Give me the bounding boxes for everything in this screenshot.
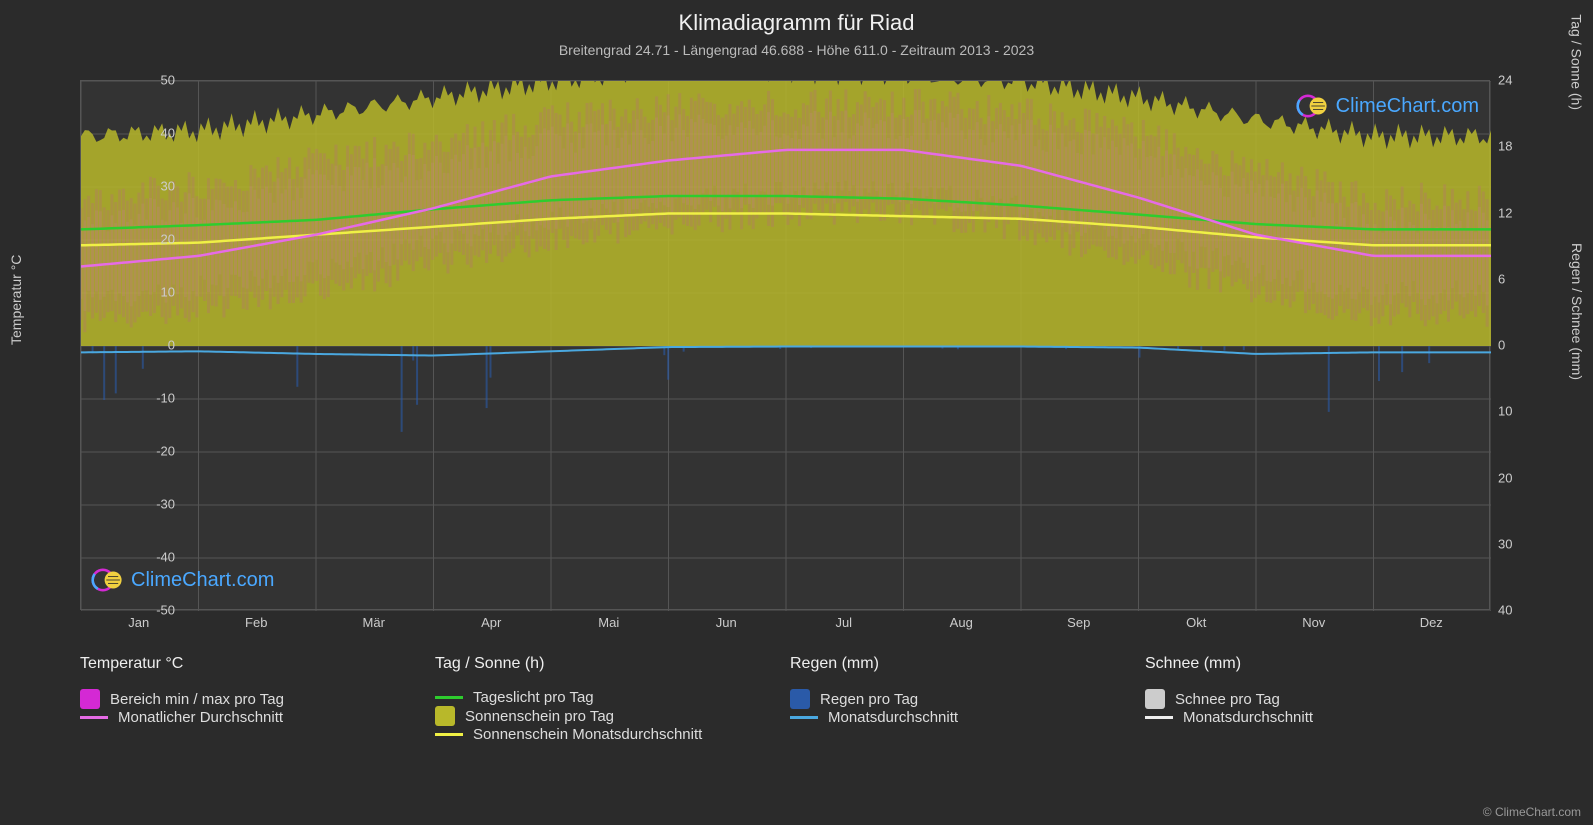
y-tick-right-hours: 6 bbox=[1498, 271, 1538, 286]
x-tick-month: Jun bbox=[716, 615, 737, 630]
legend-line-icon bbox=[790, 716, 818, 719]
legend-item: Sonnenschein Monatsdurchschnitt bbox=[435, 726, 790, 743]
legend-header: Tag / Sonne (h) bbox=[435, 655, 790, 673]
watermark-bottom-left: ClimeChart.com bbox=[91, 563, 274, 597]
y-tick-right-hours: 12 bbox=[1498, 205, 1538, 220]
legend-item: Bereich min / max pro Tag bbox=[80, 689, 435, 709]
chart-title: Klimadiagramm für Riad bbox=[0, 0, 1593, 36]
x-tick-month: Mär bbox=[363, 615, 385, 630]
legend-line-icon bbox=[80, 716, 108, 719]
legend-col-rain: Regen (mm) Regen pro TagMonatsdurchschni… bbox=[790, 655, 1145, 743]
legend-header: Temperatur °C bbox=[80, 655, 435, 673]
legend-col-sun: Tag / Sonne (h) Tageslicht pro Tag Sonnen… bbox=[435, 655, 790, 743]
legend-swatch-icon bbox=[435, 706, 455, 726]
legend-label: Sonnenschein pro Tag bbox=[465, 708, 614, 725]
legend-label: Regen pro Tag bbox=[820, 691, 918, 708]
legend-line-icon bbox=[435, 696, 463, 699]
x-tick-month: Sep bbox=[1067, 615, 1090, 630]
legend-label: Sonnenschein Monatsdurchschnitt bbox=[473, 726, 702, 743]
legend-col-temperature: Temperatur °C Bereich min / max pro TagM… bbox=[80, 655, 435, 743]
legend-label: Monatlicher Durchschnitt bbox=[118, 709, 283, 726]
y-tick-left: 10 bbox=[135, 285, 175, 300]
watermark-top-right: ClimeChart.com bbox=[1296, 89, 1479, 123]
legend-label: Schnee pro Tag bbox=[1175, 691, 1280, 708]
chart-svg bbox=[81, 81, 1491, 611]
legend-line-icon bbox=[435, 733, 463, 736]
x-tick-month: Aug bbox=[950, 615, 973, 630]
legend-item: Monatsdurchschnitt bbox=[1145, 709, 1500, 726]
legend-label: Bereich min / max pro Tag bbox=[110, 691, 284, 708]
legend-label: Monatsdurchschnitt bbox=[1183, 709, 1313, 726]
y-tick-left: 40 bbox=[135, 126, 175, 141]
y-tick-left: -10 bbox=[135, 391, 175, 406]
y-tick-right-hours: 24 bbox=[1498, 73, 1538, 88]
x-tick-month: Apr bbox=[481, 615, 501, 630]
legend-swatch-icon bbox=[1145, 689, 1165, 709]
y-axis-right-top-label: Tag / Sonne (h) bbox=[1569, 14, 1585, 110]
x-tick-month: Nov bbox=[1302, 615, 1325, 630]
x-tick-month: Dez bbox=[1420, 615, 1443, 630]
y-tick-right-mm: 10 bbox=[1498, 404, 1538, 419]
y-tick-left: 50 bbox=[135, 73, 175, 88]
legend-label: Tageslicht pro Tag bbox=[473, 689, 594, 706]
legend-label: Monatsdurchschnitt bbox=[828, 709, 958, 726]
x-tick-month: Jan bbox=[128, 615, 149, 630]
y-tick-left: 30 bbox=[135, 179, 175, 194]
legend-item: Monatlicher Durchschnitt bbox=[80, 709, 435, 726]
legend-item: Monatsdurchschnitt bbox=[790, 709, 1145, 726]
climechart-logo-icon bbox=[1296, 89, 1330, 123]
legend-header: Regen (mm) bbox=[790, 655, 1145, 673]
y-tick-left: -30 bbox=[135, 497, 175, 512]
legend-item: Tageslicht pro Tag bbox=[435, 689, 790, 706]
legend-item: Regen pro Tag bbox=[790, 689, 1145, 709]
y-tick-right-hours: 18 bbox=[1498, 139, 1538, 154]
y-tick-right-mm: 20 bbox=[1498, 470, 1538, 485]
x-tick-month: Jul bbox=[835, 615, 852, 630]
legend-header: Schnee (mm) bbox=[1145, 655, 1500, 673]
copyright-text: © ClimeChart.com bbox=[1483, 805, 1581, 819]
climechart-logo-icon bbox=[91, 563, 125, 597]
plot-area: ClimeChart.com ClimeChart.com bbox=[80, 80, 1490, 610]
legend-swatch-icon bbox=[80, 689, 100, 709]
y-tick-right-mm: 30 bbox=[1498, 536, 1538, 551]
legend-item: Schnee pro Tag bbox=[1145, 689, 1500, 709]
y-tick-right-mm: 40 bbox=[1498, 603, 1538, 618]
legend: Temperatur °C Bereich min / max pro TagM… bbox=[80, 655, 1500, 743]
y-tick-left: -40 bbox=[135, 550, 175, 565]
legend-swatch-icon bbox=[790, 689, 810, 709]
x-tick-month: Okt bbox=[1186, 615, 1206, 630]
y-tick-left: 20 bbox=[135, 232, 175, 247]
y-tick-left: -20 bbox=[135, 444, 175, 459]
watermark-text: ClimeChart.com bbox=[1336, 95, 1479, 118]
watermark-text: ClimeChart.com bbox=[131, 569, 274, 592]
x-tick-month: Mai bbox=[598, 615, 619, 630]
legend-item: Sonnenschein pro Tag bbox=[435, 706, 790, 726]
legend-col-snow: Schnee (mm) Schnee pro TagMonatsdurchsch… bbox=[1145, 655, 1500, 743]
y-axis-left-label: Temperatur °C bbox=[8, 255, 24, 345]
y-tick-right-hours: 0 bbox=[1498, 338, 1538, 353]
chart-subtitle: Breitengrad 24.71 - Längengrad 46.688 - … bbox=[0, 36, 1593, 58]
x-tick-month: Feb bbox=[245, 615, 267, 630]
y-axis-right-bottom-label: Regen / Schnee (mm) bbox=[1569, 243, 1585, 380]
y-tick-left: 0 bbox=[135, 338, 175, 353]
legend-line-icon bbox=[1145, 716, 1173, 719]
